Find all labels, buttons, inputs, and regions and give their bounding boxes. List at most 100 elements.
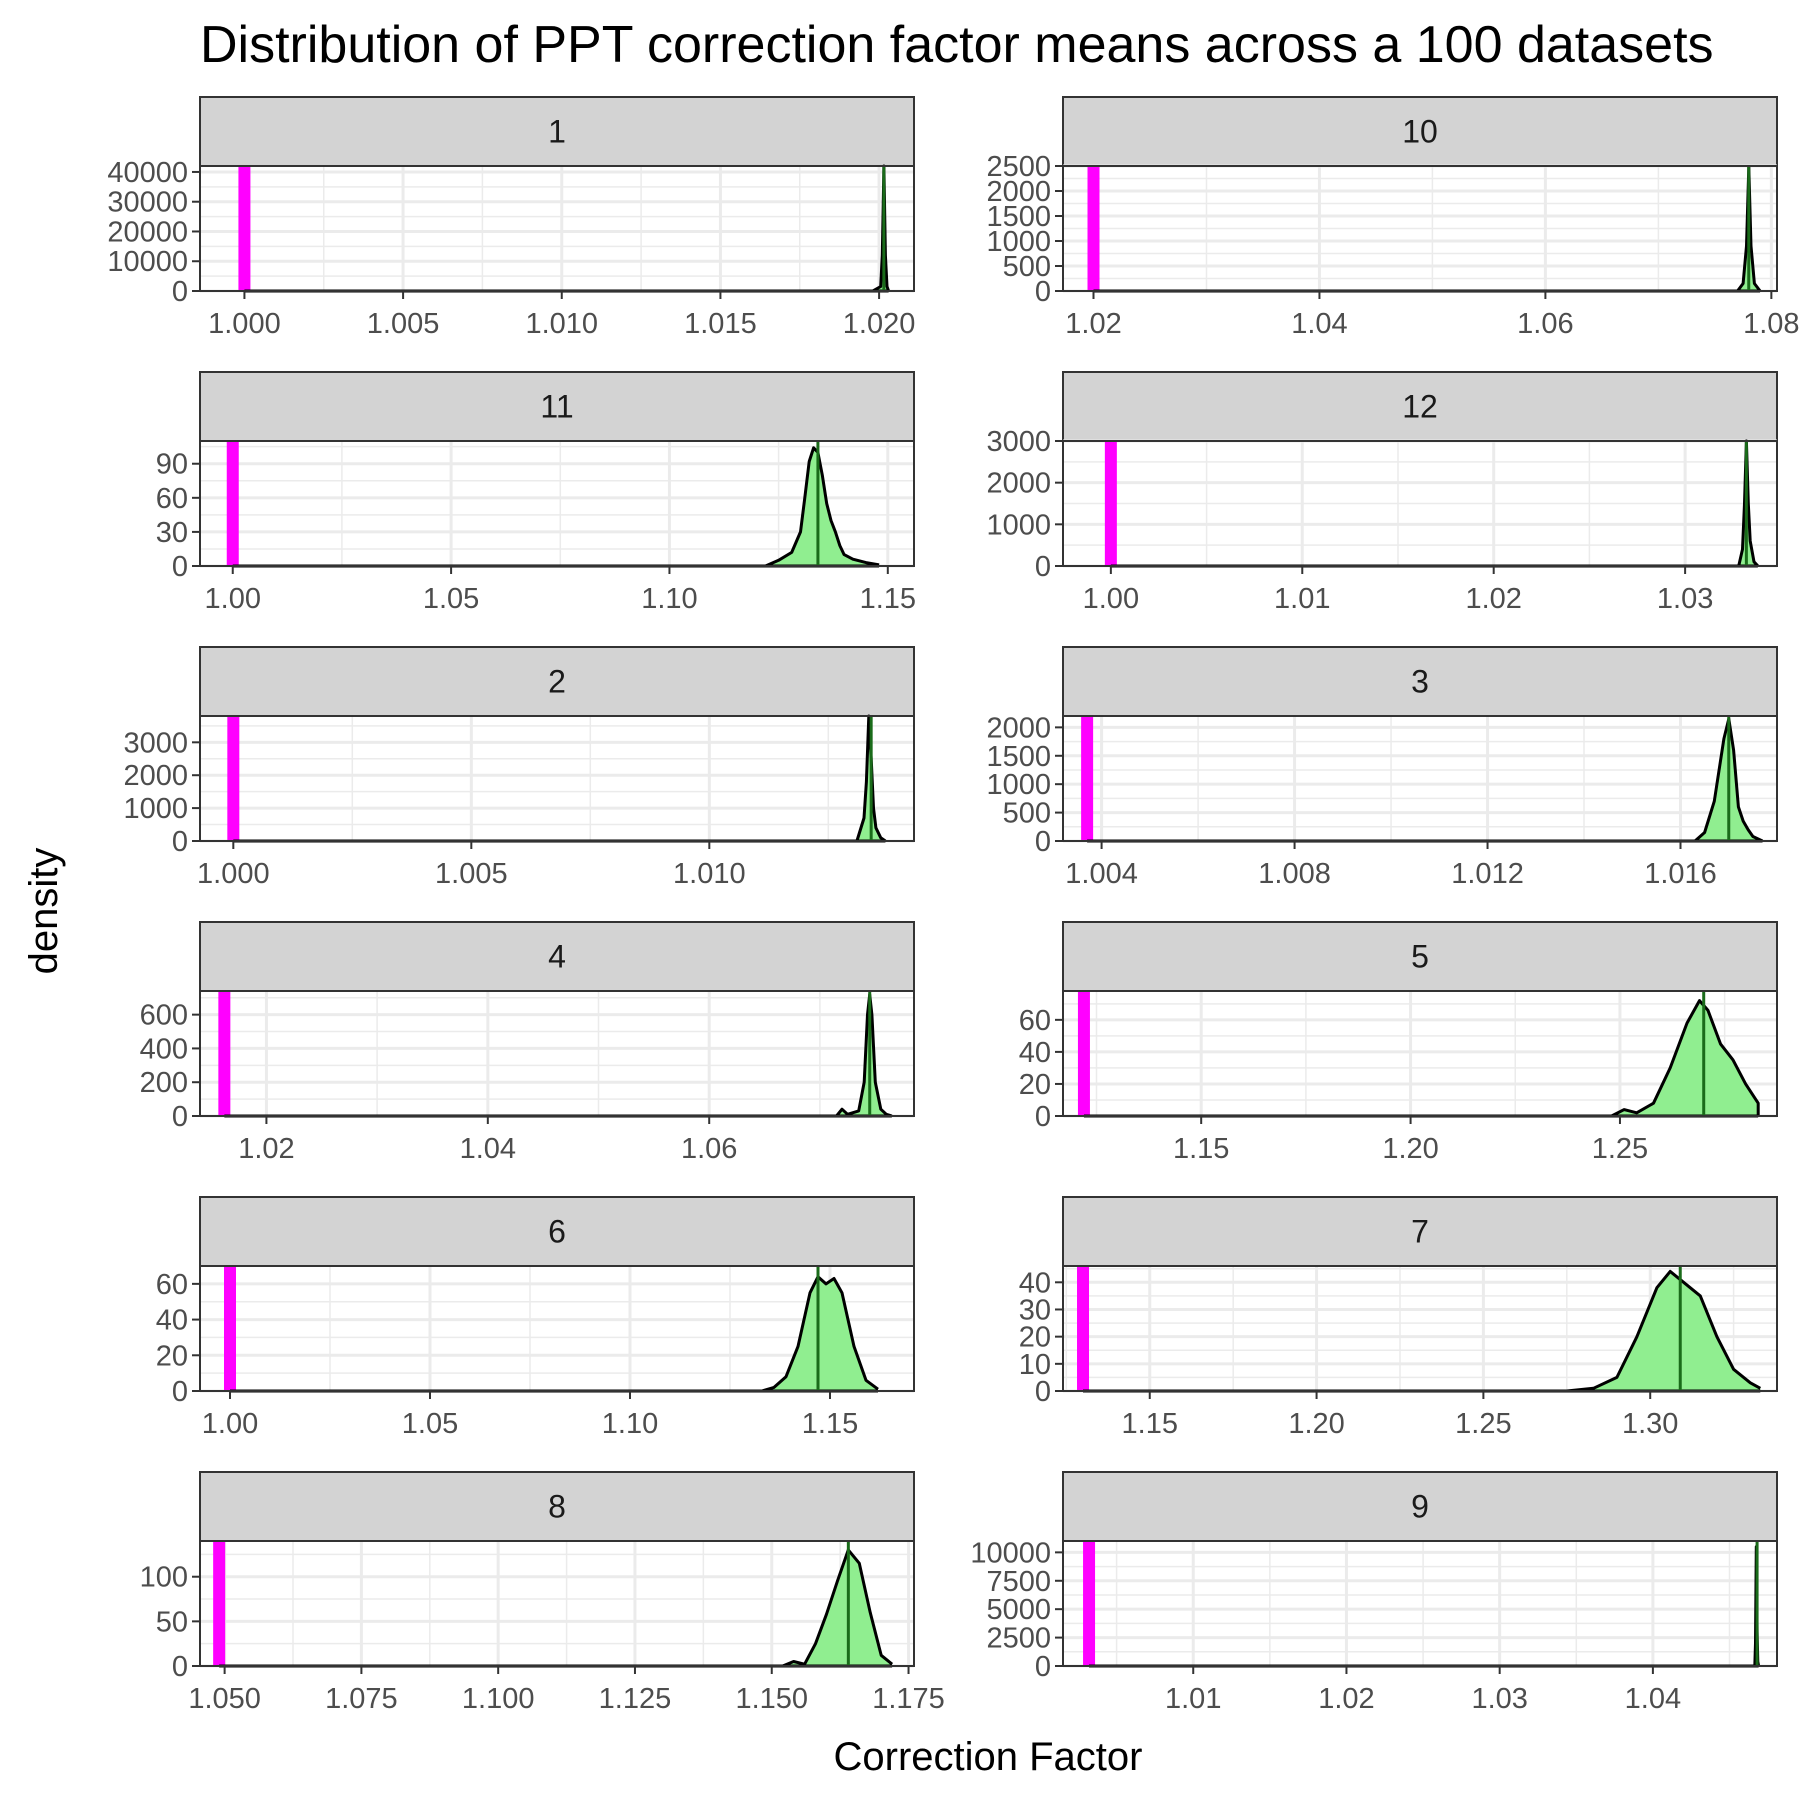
x-tick-label: 1.04	[460, 1133, 516, 1165]
y-tick-label: 0	[172, 551, 188, 583]
facet-strip-label: 4	[548, 939, 566, 975]
facet-strip	[1062, 96, 1778, 167]
y-tick-label: 5000	[986, 1594, 1051, 1626]
facet-strip-label: 5	[1411, 939, 1429, 975]
panel-background	[200, 991, 914, 1116]
y-tick-label: 0	[1035, 1101, 1051, 1133]
reference-line	[238, 166, 251, 291]
panel-border	[199, 1540, 915, 1667]
y-tick-label: 20000	[107, 216, 188, 248]
x-tick-label: 1.03	[1471, 1683, 1527, 1715]
x-tick-label: 1.06	[681, 1133, 737, 1165]
facet-strip-label: 7	[1411, 1214, 1429, 1250]
y-tick-label: 60	[156, 1269, 188, 1301]
y-tick-label: 0	[1035, 276, 1051, 308]
x-tick-label: 1.15	[1173, 1133, 1229, 1165]
facet-strip	[1062, 371, 1778, 442]
y-tick-label: 20	[156, 1340, 188, 1372]
y-tick-label: 0	[1035, 551, 1051, 583]
x-tick-label: 1.075	[325, 1683, 398, 1715]
y-axis-title: density	[22, 848, 66, 975]
x-tick-label: 1.02	[1065, 308, 1121, 340]
y-tick-label: 600	[140, 1000, 188, 1032]
facet-strip-label: 6	[548, 1214, 566, 1250]
reference-line	[1083, 1541, 1096, 1666]
panel-background	[1063, 1541, 1777, 1666]
y-tick-label: 20	[1019, 1322, 1051, 1354]
facet-strip	[199, 1196, 915, 1267]
facet-strip	[1062, 646, 1778, 717]
panel-border	[1062, 990, 1778, 1117]
density-curve	[1566, 1269, 1762, 1393]
x-tick-label: 1.03	[1657, 583, 1713, 615]
x-axis-title: Correction Factor	[834, 1735, 1143, 1779]
y-tick-label: 0	[172, 276, 188, 308]
reference-line	[227, 716, 240, 841]
y-tick-label: 40	[156, 1305, 188, 1337]
facet-strip	[199, 1471, 915, 1542]
x-tick-label: 1.04	[1291, 308, 1347, 340]
x-tick-label: 1.20	[1382, 1133, 1438, 1165]
x-tick-label: 1.100	[462, 1683, 535, 1715]
facet-panel-12: 12 1.00 1.01 1.02 1.03 0 1000 2000 3000	[986, 371, 1778, 615]
x-tick-label: 1.02	[1318, 1683, 1374, 1715]
y-tick-label: 2500	[986, 151, 1051, 183]
reference-line	[213, 1541, 226, 1666]
y-tick-label: 40	[1019, 1037, 1051, 1069]
x-tick-label: 1.05	[423, 583, 479, 615]
facet-strip-label: 3	[1411, 664, 1429, 700]
y-tick-label: 7500	[986, 1566, 1051, 1598]
x-tick-label: 1.15	[1122, 1408, 1178, 1440]
y-tick-label: 40	[1019, 1267, 1051, 1299]
reference-line	[226, 441, 239, 566]
x-tick-label: 1.05	[402, 1408, 458, 1440]
y-tick-label: 90	[156, 449, 188, 481]
y-tick-label: 10	[1019, 1349, 1051, 1381]
x-tick-label: 1.000	[197, 858, 270, 890]
x-tick-label: 1.30	[1622, 1408, 1678, 1440]
density-curve	[761, 1275, 879, 1393]
x-tick-label: 1.016	[1644, 858, 1717, 890]
x-tick-label: 1.175	[872, 1683, 945, 1715]
x-tick-label: 1.005	[367, 308, 440, 340]
y-tick-label: 20	[1019, 1069, 1051, 1101]
y-tick-label: 3000	[986, 426, 1051, 458]
y-tick-label: 50	[156, 1606, 188, 1638]
y-tick-label: 30000	[107, 187, 188, 219]
reference-line	[1081, 716, 1094, 841]
panel-border	[199, 715, 915, 842]
y-tick-label: 500	[1003, 798, 1051, 830]
x-tick-label: 1.008	[1258, 858, 1331, 890]
y-tick-label: 0	[1035, 1651, 1051, 1683]
x-tick-label: 1.012	[1451, 858, 1524, 890]
density-area	[836, 994, 892, 1116]
y-tick-label: 0	[172, 1376, 188, 1408]
panel-border	[1062, 165, 1778, 292]
x-tick-label: 1.06	[1517, 308, 1573, 340]
y-tick-label: 400	[140, 1033, 188, 1065]
facet-strip-label: 8	[548, 1489, 566, 1525]
y-tick-label: 1000	[986, 769, 1051, 801]
chart-title: Distribution of PPT correction factor me…	[200, 16, 1714, 74]
y-tick-label: 2000	[986, 468, 1051, 500]
density-area	[1566, 1271, 1761, 1391]
reference-line	[1077, 1266, 1090, 1391]
x-tick-label: 1.10	[641, 583, 697, 615]
panel-border	[1062, 1540, 1778, 1667]
y-tick-label: 30	[1019, 1294, 1051, 1326]
y-tick-label: 2500	[986, 1623, 1051, 1655]
x-tick-label: 1.00	[202, 1408, 258, 1440]
y-tick-label: 200	[140, 1067, 188, 1099]
panel-border	[1062, 1265, 1778, 1392]
x-tick-label: 1.004	[1065, 858, 1138, 890]
facet-strip	[1062, 921, 1778, 992]
density-curve	[1610, 999, 1760, 1118]
facet-strip-label: 9	[1411, 1489, 1429, 1525]
x-tick-label: 1.25	[1455, 1408, 1511, 1440]
